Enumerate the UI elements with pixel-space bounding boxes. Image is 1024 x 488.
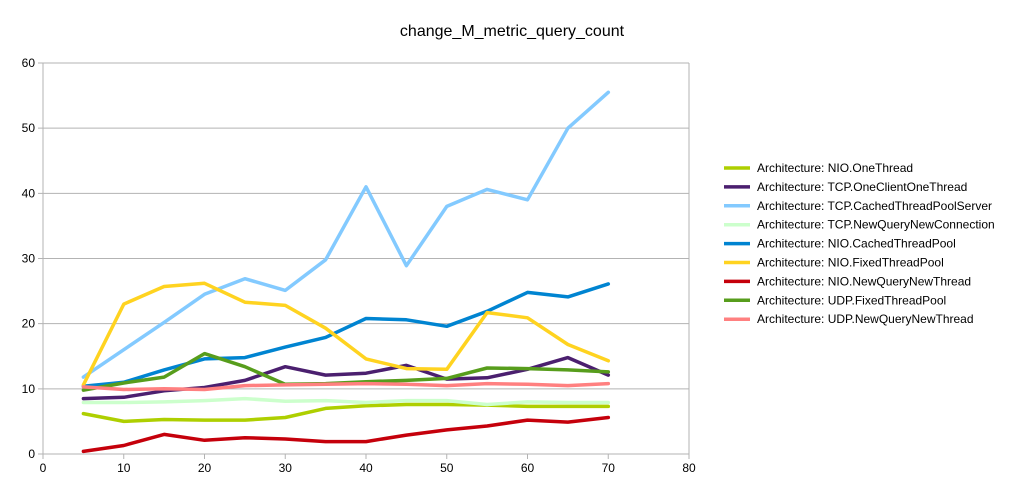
legend-entry-label: Architecture: UDP.NewQueryNewThread bbox=[757, 312, 974, 326]
legend-entry-label: Architecture: TCP.CachedThreadPoolServer bbox=[757, 199, 992, 213]
x-tick-label: 30 bbox=[279, 461, 293, 475]
y-tick-label: 10 bbox=[22, 382, 36, 396]
x-tick-label: 40 bbox=[359, 461, 373, 475]
x-tick-label: 0 bbox=[40, 461, 47, 475]
y-tick-label: 50 bbox=[22, 121, 36, 135]
y-tick-label: 20 bbox=[22, 317, 36, 331]
x-tick-label: 80 bbox=[682, 461, 696, 475]
legend-entry-label: Architecture: NIO.OneThread bbox=[757, 161, 913, 175]
legend-entry-label: Architecture: UDP.FixedThreadPool bbox=[757, 293, 946, 307]
y-tick-label: 0 bbox=[28, 447, 35, 461]
series-line-2 bbox=[81, 90, 611, 379]
x-tick-label: 60 bbox=[521, 461, 535, 475]
series-line-6 bbox=[81, 415, 611, 454]
series-line-3 bbox=[81, 396, 611, 407]
x-tick-label: 50 bbox=[440, 461, 454, 475]
x-tick-label: 70 bbox=[602, 461, 616, 475]
y-tick-label: 60 bbox=[22, 56, 36, 70]
x-tick-label: 20 bbox=[198, 461, 212, 475]
series-line-0 bbox=[81, 402, 611, 424]
chart-title: change_M_metric_query_count bbox=[400, 23, 625, 40]
y-tick-label: 40 bbox=[22, 186, 36, 200]
x-tick-label: 10 bbox=[117, 461, 131, 475]
legend-entry-label: Architecture: NIO.NewQueryNewThread bbox=[757, 274, 971, 288]
series-layer bbox=[81, 90, 611, 454]
y-tick-label: 30 bbox=[22, 252, 36, 266]
series-line-8 bbox=[81, 381, 611, 392]
series-line-5 bbox=[81, 281, 611, 387]
series-line-4 bbox=[81, 282, 611, 388]
axis-layer: 0 10 20 30 40 50 60 0 10 20 30 40 50 60 70 80 bbox=[22, 56, 696, 475]
legend-entry-label: Architecture: NIO.FixedThreadPool bbox=[757, 256, 944, 270]
legend-entry-label: Architecture: TCP.OneClientOneThread bbox=[757, 180, 967, 194]
legend: Architecture: NIO.OneThread Architecture:… bbox=[724, 161, 995, 326]
legend-entry-label: Architecture: NIO.CachedThreadPool bbox=[757, 237, 956, 251]
legend-entry-label: Architecture: TCP.NewQueryNewConnection bbox=[757, 218, 995, 232]
